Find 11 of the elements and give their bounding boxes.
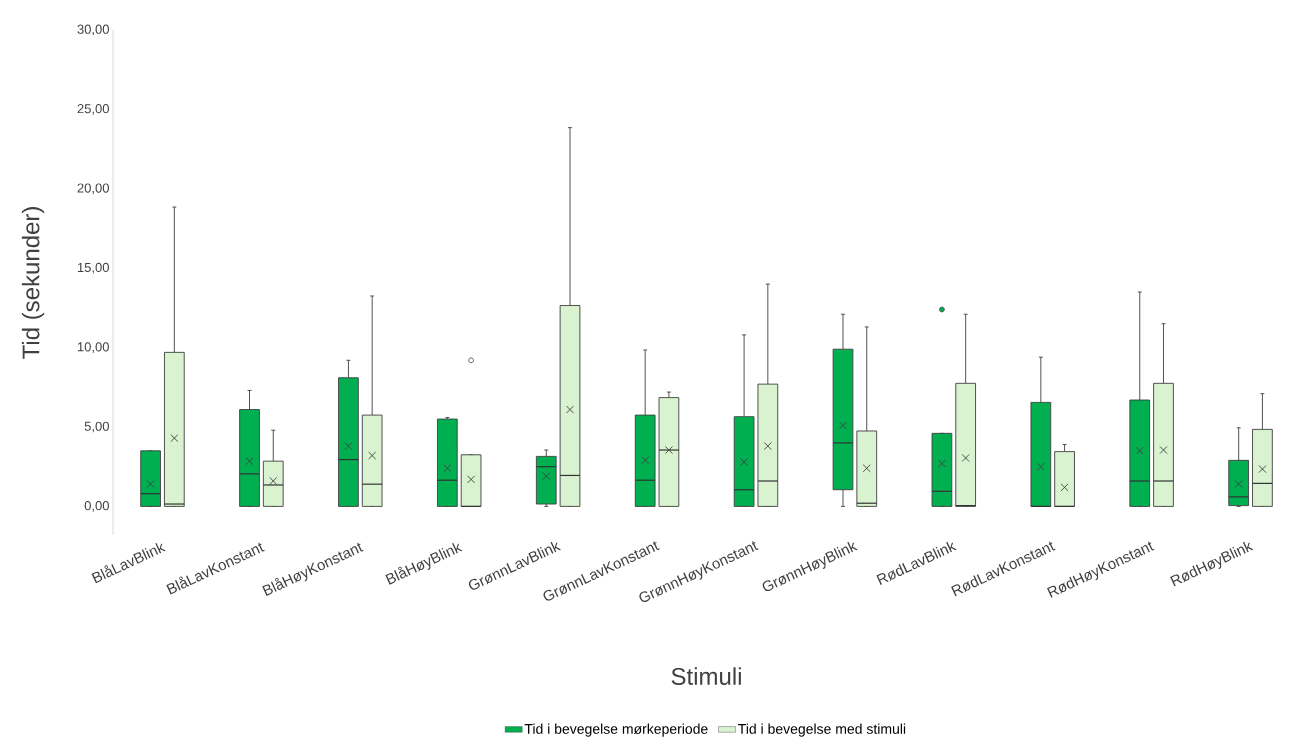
legend-label: Tid i bevegelse med stimuli (738, 723, 906, 737)
y-axis-title: Tid (sekunder) (21, 207, 45, 359)
y-tick-label: 0,00 (84, 501, 109, 512)
y-tick-label: 15,00 (77, 262, 109, 274)
y-tick-label: 5,00 (84, 421, 109, 433)
y-tick-label: 10,00 (77, 342, 109, 353)
y-tick-label: 20,00 (77, 183, 109, 195)
y-tick-label: 30,00 (77, 24, 109, 36)
legend-label: Tid i bevegelse mørkeperiode (524, 723, 708, 737)
x-axis-title: Stimuli (671, 667, 741, 685)
y-tick-label: 25,00 (77, 104, 109, 115)
